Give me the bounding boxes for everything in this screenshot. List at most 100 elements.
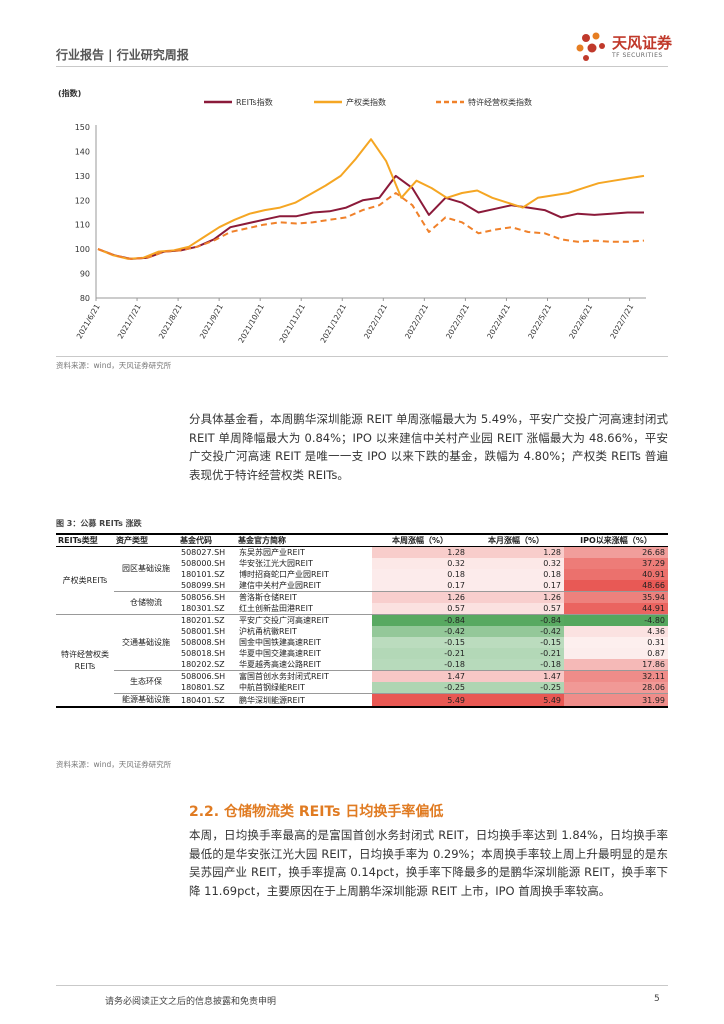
fund-code-cell: 508006.SH	[178, 670, 236, 682]
fund-code-cell: 508000.SH	[181, 559, 226, 568]
table-row: 508099.SH 建信中关村产业园REIT 0.17 0.17 48.66	[56, 580, 668, 592]
reits-type-cell: 特许经营权类REITs	[56, 614, 114, 708]
fund-name-cell: 红土创新盐田港REIT	[239, 604, 313, 613]
ipo-change-cell: 28.06	[564, 682, 668, 694]
col-header: IPO以来涨幅（%）	[564, 533, 668, 547]
page-number: 5	[654, 994, 660, 1004]
ipo-change-cell: 48.66	[564, 580, 668, 592]
reits-performance-table: REITs类型 资产类型 基金代码 基金官方简称 本周涨幅（%） 本月涨幅（%）…	[56, 533, 668, 708]
ipo-change-cell: 4.36	[564, 626, 668, 637]
header-divider	[56, 66, 668, 67]
section-title: 2.2. 仓储物流类 REITs 日均换手率偏低	[189, 804, 444, 820]
x-tick-label: 2022/3/21	[444, 302, 471, 340]
fund-name-cell: 国金中国铁建高速REIT	[239, 638, 321, 647]
legend-label: 特许经营权类指数	[468, 97, 532, 107]
y-tick-label: 80	[80, 294, 90, 303]
weekly-change-cell: 1.26	[372, 591, 468, 603]
asset-type-cell: 交通基础设施	[114, 614, 178, 671]
table-row: 特许经营权类REITs 交通基础设施 180201.SZ 平安广交投广河高速REIT -…	[56, 614, 668, 708]
y-tick-label: 90	[80, 270, 90, 279]
brand-subtitle: TF SECURITIES	[612, 52, 663, 59]
monthly-change-cell: 5.49	[468, 693, 564, 708]
table-row: 180101.SZ 博时招商蛇口产业园REIT 0.18 0.18 40.91	[56, 569, 668, 580]
col-header: REITs类型	[56, 533, 114, 547]
x-tick-label: 2022/7/21	[608, 302, 635, 340]
footer-disclaimer: 请务必阅读正文之后的信息披露和免责申明	[105, 997, 277, 1007]
y-tick-label: 150	[75, 123, 90, 132]
monthly-change-cell: -0.15	[468, 637, 564, 648]
table-source: 资料来源：wind，天风证券研究所	[56, 760, 172, 769]
weekly-change-cell: -0.21	[372, 648, 468, 659]
chart-source: 资料来源：wind，天风证券研究所	[56, 361, 172, 370]
ipo-change-cell: 0.87	[564, 648, 668, 659]
table-row: 508001.SH 沪杭甬杭徽REIT -0.42 -0.42 4.36	[56, 626, 668, 637]
fund-code-cell: 180301.SZ	[181, 604, 225, 613]
legend-label: REITs指数	[236, 97, 273, 107]
ipo-change-cell: 0.31	[564, 637, 668, 648]
monthly-change-cell: 0.18	[468, 569, 564, 580]
table-title: 图 3：公募 REITs 涨跌	[56, 519, 142, 528]
footer-divider	[56, 985, 668, 986]
fund-name-cell: 博时招商蛇口产业园REIT	[239, 570, 329, 579]
table-row: 180801.SZ 中航首钢绿能REIT -0.25 -0.25 28.06	[56, 682, 668, 694]
y-tick-label: 120	[75, 196, 90, 205]
monthly-change-cell: -0.84	[468, 614, 564, 626]
ipo-change-cell: 26.68	[564, 546, 668, 558]
brand-logo-icon	[576, 32, 605, 61]
fund-name-cell: 平安广交投广河高速REIT	[236, 614, 372, 626]
table-row: 508000.SH 华安张江光大园REIT 0.32 0.32 37.29	[56, 558, 668, 569]
col-header: 基金代码	[178, 533, 236, 547]
fund-code-cell: 180801.SZ	[181, 683, 225, 692]
fund-name-cell: 建信中关村产业园REIT	[239, 581, 321, 590]
weekly-change-cell: -0.18	[372, 659, 468, 671]
table-row: 产权类REITs 园区基础设施 508027.SH 东吴苏园产业REIT 1.28 1.2…	[56, 546, 668, 585]
ipo-change-cell: 44.91	[564, 603, 668, 615]
fund-name-cell: 鹏华深圳能源REIT	[236, 693, 372, 708]
weekly-change-cell: 0.17	[372, 580, 468, 592]
fund-name-cell: 华安张江光大园REIT	[239, 559, 313, 568]
x-tick-label: 2021/12/21	[319, 302, 349, 344]
ipo-change-cell: 32.11	[564, 670, 668, 682]
x-tick-label: 2021/7/21	[116, 302, 143, 340]
asset-type-cell: 仓储物流	[114, 591, 178, 615]
x-tick-label: 2021/6/21	[75, 302, 102, 340]
series-line	[97, 174, 644, 260]
col-header: 基金官方简称	[236, 533, 372, 547]
monthly-change-cell: -0.42	[468, 626, 564, 637]
monthly-change-cell: 0.17	[468, 580, 564, 592]
col-header: 本月涨幅（%）	[468, 533, 564, 547]
table-row: 能源基础设施 180401.SZ 鹏华深圳能源REIT 5.49 5.49 31.99	[56, 693, 668, 708]
fund-performance-paragraph: 分具体基金看，本周鹏华深圳能源 REIT 单周涨幅最大为 5.49%，平安广交投…	[189, 412, 668, 482]
weekly-change-cell: -0.84	[372, 614, 468, 626]
ipo-change-cell: 40.91	[564, 569, 668, 580]
monthly-change-cell: -0.21	[468, 648, 564, 659]
series-line	[97, 138, 645, 260]
fund-code-cell: 508008.SH	[181, 638, 226, 647]
fund-name-cell: 华夏中国交建高速REIT	[239, 649, 321, 658]
ipo-change-cell: 17.86	[564, 659, 668, 671]
x-tick-label: 2021/10/21	[236, 302, 266, 344]
x-tick-label: 2022/2/21	[403, 302, 430, 340]
x-tick-label: 2022/4/21	[485, 302, 512, 340]
x-tick-label: 2021/8/21	[157, 302, 184, 340]
fund-name-cell: 沪杭甬杭徽REIT	[239, 627, 297, 636]
reits-type-cell: 产权类REITs	[62, 575, 108, 585]
turnover-paragraph: 本周，日均换手率最高的是富国首创水务封闭式 REIT，日均换手率达到 1.84%…	[189, 828, 668, 898]
asset-type-cell: 园区基础设施	[122, 564, 170, 573]
table-row: 180301.SZ 红土创新盐田港REIT 0.57 0.57 44.91	[56, 603, 668, 615]
fund-code-cell: 508099.SH	[181, 581, 226, 590]
fund-name-cell: 中航首钢绿能REIT	[239, 683, 305, 692]
report-header: 行业报告 | 行业研究周报	[56, 48, 189, 62]
asset-type-cell: 能源基础设施	[114, 693, 178, 708]
ipo-change-cell: 31.99	[564, 693, 668, 708]
table-row: 508008.SH 国金中国铁建高速REIT -0.15 -0.15 0.31	[56, 637, 668, 648]
asset-type-cell: 生态环保	[114, 670, 178, 694]
weekly-change-cell: 1.28	[372, 546, 468, 558]
monthly-change-cell: 1.47	[468, 670, 564, 682]
x-tick-label: 2021/9/21	[198, 302, 225, 340]
table-row: 508018.SH 华夏中国交建高速REIT -0.21 -0.21 0.87	[56, 648, 668, 659]
reits-index-chart: (指数) 80 90 100 110 120 130 140 150 2021/6/21 2021/…	[58, 88, 646, 344]
weekly-change-cell: -0.42	[372, 626, 468, 637]
weekly-change-cell: 0.18	[372, 569, 468, 580]
fund-code-cell: 508001.SH	[181, 627, 226, 636]
